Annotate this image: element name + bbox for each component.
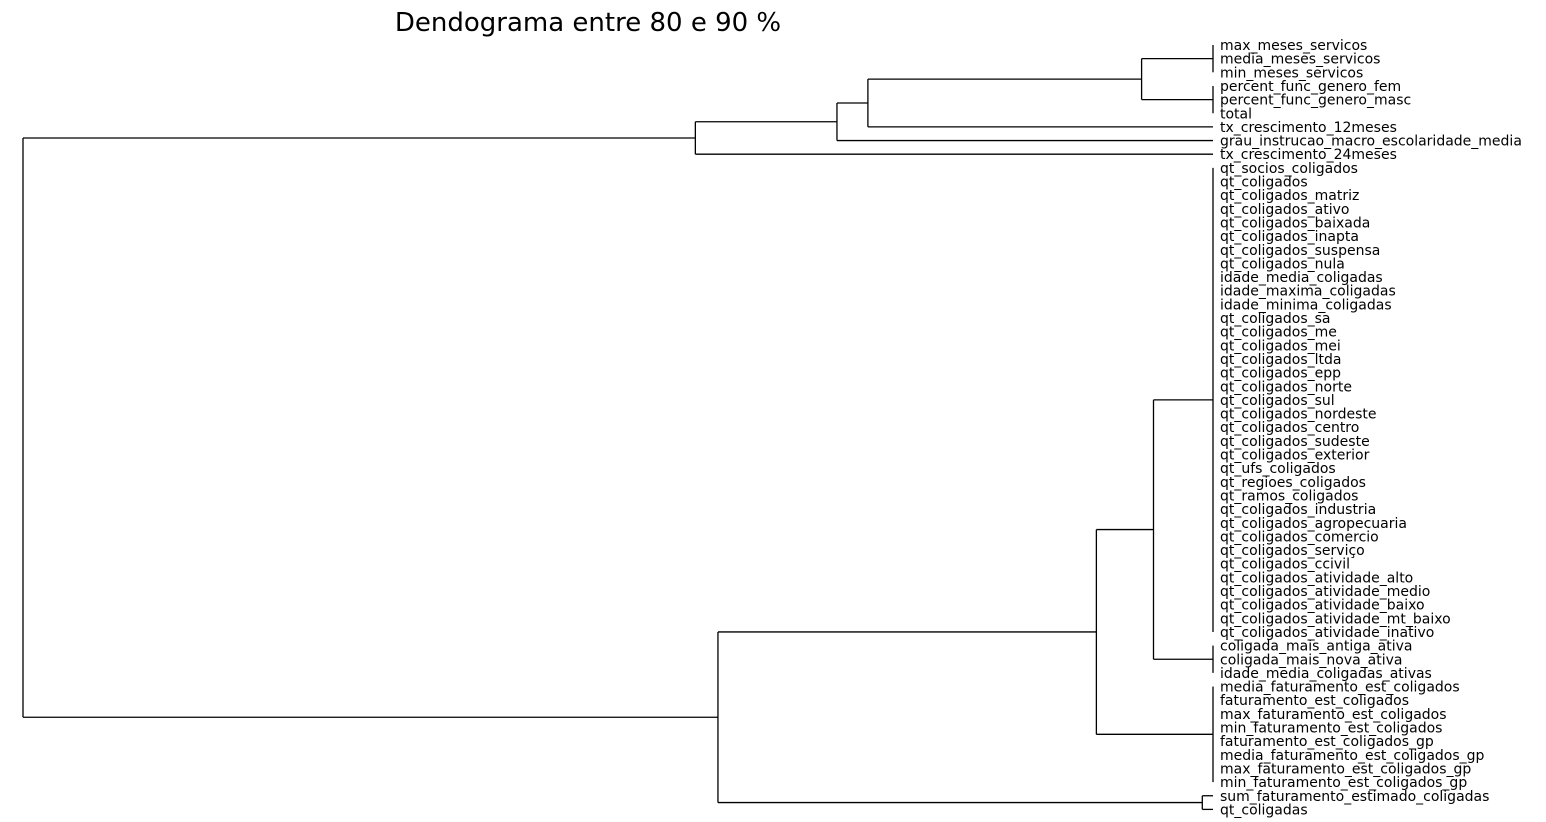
leaf-label: qt_coligados_sul: [1220, 393, 1335, 409]
leaf-label: qt_coligados_sudeste: [1220, 434, 1370, 450]
leaf-label: qt_coligados_comercio: [1220, 529, 1379, 545]
leaf-label: qt_coligados_mei: [1220, 338, 1341, 354]
leaf-label: qt_coligados_atividade_medio: [1220, 584, 1430, 600]
leaf-label: qt_coligados_atividade_inativo: [1220, 625, 1434, 641]
leaf-label: qt_coligados: [1220, 175, 1308, 191]
leaf-label: coligada_mais_antiga_ativa: [1220, 639, 1413, 655]
leaf-label: qt_coligados_suspensa: [1220, 243, 1380, 259]
leaf-label: qt_coligados_me: [1220, 325, 1337, 341]
leaf-label: qt_coligados_centro: [1220, 420, 1359, 436]
leaf-label: qt_coligados_ltda: [1220, 352, 1341, 368]
leaf-label: faturamento_est_coligados: [1220, 693, 1409, 709]
leaf-label: media_faturamento_est_coligados: [1220, 680, 1460, 696]
leaf-label: media_faturamento_est_coligados_gp: [1220, 748, 1485, 764]
leaf-label: percent_func_genero_fem: [1220, 79, 1401, 95]
leaf-label: max_faturamento_est_coligados: [1220, 707, 1447, 723]
leaf-label: qt_coligados_epp: [1220, 366, 1341, 382]
dendrogram-links: [22, 45, 1214, 811]
leaf-label: total: [1220, 106, 1252, 122]
leaf-label: qt_coligados_agropecuaria: [1220, 516, 1407, 532]
leaf-label: qt_coligadas: [1220, 802, 1308, 818]
leaf-label: qt_coligados_atividade_baixo: [1220, 598, 1425, 614]
leaf-label: qt_coligados_matriz: [1220, 188, 1359, 204]
leaf-label: qt_coligados_nordeste: [1220, 407, 1376, 423]
leaf-label: idade_maxima_coligadas: [1220, 284, 1396, 300]
leaf-label: media_meses_servicos: [1220, 52, 1380, 68]
leaf-label: grau_instrucao_macro_escolaridade_media: [1220, 134, 1522, 150]
leaf-label: idade_media_coligadas: [1220, 270, 1383, 286]
leaf-label: max_meses_servicos: [1220, 38, 1367, 54]
leaf-label: qt_coligados_norte: [1220, 379, 1352, 395]
leaf-label: qt_coligados_industria: [1220, 502, 1376, 518]
leaf-label: faturamento_est_coligados_gp: [1220, 734, 1434, 750]
leaf-label: coligada_mais_nova_ativa: [1220, 652, 1403, 668]
leaf-label: tx_crescimento_24meses: [1220, 147, 1397, 163]
leaf-label: qt_coligados_inapta: [1220, 229, 1359, 245]
leaf-label: qt_coligados_ccivil: [1220, 557, 1350, 573]
leaf-label: qt_coligados_atividade_alto: [1220, 570, 1413, 586]
leaf-label: qt_ufs_coligados: [1220, 461, 1336, 477]
leaf-label: min_meses_servicos: [1220, 65, 1363, 81]
leaf-label: min_faturamento_est_coligados: [1220, 721, 1442, 737]
leaf-label: tx_crescimento_12meses: [1220, 120, 1397, 136]
leaf-label: qt_coligados_serviço: [1220, 543, 1365, 559]
leaf-label: percent_func_genero_masc: [1220, 93, 1411, 109]
leaf-label: min_faturamento_est_coligados_gp: [1220, 775, 1467, 791]
leaf-label: qt_coligados_exterior: [1220, 448, 1370, 464]
leaf-label: max_faturamento_est_coligados_gp: [1220, 762, 1471, 778]
leaf-label: qt_coligados_sa: [1220, 311, 1331, 327]
leaf-label: qt_regioes_coligados: [1220, 475, 1366, 491]
leaf-labels: max_meses_servicosmedia_meses_servicosmi…: [1220, 38, 1522, 818]
leaf-label: qt_ramos_coligados: [1220, 488, 1358, 504]
leaf-label: idade_minima_coligadas: [1220, 297, 1392, 313]
chart-title: Dendograma entre 80 e 90 %: [395, 8, 781, 38]
leaf-label: qt_socios_coligados: [1220, 161, 1358, 177]
leaf-label: qt_coligados_baixada: [1220, 216, 1370, 232]
leaf-label: qt_coligados_ativo: [1220, 202, 1349, 218]
leaf-label: idade_media_coligadas_ativas: [1220, 666, 1432, 682]
leaf-label: qt_coligados_nula: [1220, 256, 1345, 272]
leaf-label: qt_coligados_atividade_mt_baixo: [1220, 611, 1451, 627]
leaf-label: sum_faturamento_estimado_coligadas: [1220, 789, 1489, 805]
